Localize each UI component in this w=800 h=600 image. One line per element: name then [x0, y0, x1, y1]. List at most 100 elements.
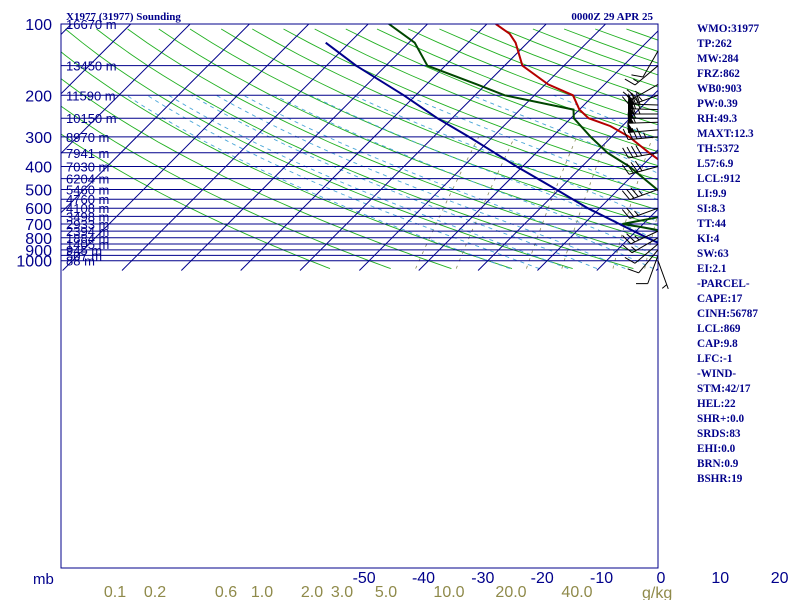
isotherm [180, 24, 429, 271]
pressure-tick-label: 900 [25, 243, 52, 260]
height-label: 945 m [66, 243, 102, 258]
wind-barb-flag [621, 96, 631, 106]
wind-barb-staff [631, 83, 659, 100]
height-label: 1405 m [66, 237, 109, 252]
pressure-tick-label: 700 [25, 217, 52, 234]
wind-barb-flag [624, 78, 636, 86]
moist-adiabat [243, 94, 654, 270]
wind-barb [657, 260, 669, 290]
mixing-ratio-label: 3.0 [331, 584, 353, 600]
wind-barb-staff [647, 255, 659, 284]
stability-index: TP:262 [697, 38, 732, 50]
height-label: 11590 m [66, 88, 116, 103]
wind-barb-flag [626, 188, 635, 199]
moist-adiabat [406, 94, 658, 201]
wind-barb-staff [631, 237, 659, 254]
isotherm [240, 24, 488, 271]
wind-barb-pennant [627, 121, 635, 133]
stability-index: -PARCEL- [697, 278, 750, 290]
wind-barb [622, 230, 659, 245]
wind-barb-staff [628, 129, 659, 133]
wind-barb-flag [622, 147, 629, 159]
stability-index: LI:9.9 [697, 188, 727, 200]
height-label: 6204 m [66, 172, 109, 187]
wind-barb-half-flag [643, 132, 647, 139]
stability-index: PW:0.39 [697, 98, 738, 110]
wind-barb-half-flag [638, 96, 643, 102]
dry-adiabat [189, 28, 658, 227]
wind-barb [631, 50, 659, 78]
wind-barb-staff [629, 207, 659, 219]
wind-barb-half-flag [633, 78, 639, 83]
mixing-ratio-line [455, 136, 516, 269]
dry-adiabat [314, 28, 658, 167]
wind-barb-half-flag [635, 90, 641, 96]
wind-barb [636, 255, 659, 285]
stability-index: LCL:869 [697, 323, 741, 335]
stability-index: EI:2.1 [697, 263, 727, 275]
stability-index: EHI:0.0 [697, 443, 736, 455]
wind-barb-staff [628, 152, 659, 159]
temperature-tick-label: -40 [412, 570, 435, 587]
stability-index: KI:4 [697, 233, 720, 245]
moist-adiabat [215, 94, 626, 270]
wind-barb [627, 249, 659, 274]
pressure-tick-label: 300 [25, 130, 52, 147]
temperature-tick-label: -10 [590, 570, 613, 587]
pressure-tick-label: 200 [25, 88, 52, 105]
wind-barb-flag [635, 97, 641, 110]
dry-adiabat [65, 28, 573, 270]
isotherm [359, 24, 607, 271]
moist-adiabat [191, 94, 598, 270]
dry-adiabat [61, 51, 513, 270]
mixing-ratio-line [644, 211, 658, 269]
wind-barb [622, 127, 659, 141]
height-label: 3498 m [66, 209, 109, 224]
pressure-tick-label: 1000 [16, 254, 52, 271]
wind-barb-staff [628, 166, 659, 175]
temperature-tick-label: 10 [711, 570, 729, 587]
temperature-tick-label: -50 [353, 570, 376, 587]
wind-barb-flag [626, 146, 634, 158]
stability-index: SRDS:83 [697, 428, 741, 440]
height-label: 10150 m [66, 111, 117, 126]
pressure-tick-label: 600 [25, 201, 52, 218]
wind-barb-flag [626, 163, 634, 174]
mixing-ratio-line [612, 136, 653, 269]
dry-adiabat [158, 28, 658, 243]
stability-index: STM:42/17 [697, 383, 751, 395]
isobars [61, 23, 658, 262]
stability-index: CAPE:17 [697, 293, 743, 305]
background-grid [61, 28, 658, 270]
wind-barb-staff [629, 94, 659, 106]
dry-adiabat [61, 105, 391, 270]
isotherm [477, 89, 658, 271]
wind-barb-half-flag [638, 190, 643, 196]
stability-index: BRN:0.9 [697, 458, 739, 470]
isotherms [61, 24, 658, 271]
stability-index: TT:44 [697, 218, 727, 230]
dry-adiabat [96, 28, 634, 270]
wind-barb-flag [635, 93, 641, 105]
mixing-ratio-label: 5.0 [375, 584, 397, 600]
isotherm [537, 149, 658, 271]
moist-adiabat [353, 94, 658, 223]
wind-barb-flag [622, 235, 632, 245]
wind-barb-flag [626, 207, 635, 218]
dry-adiabat [283, 28, 658, 181]
dry-adiabat [376, 28, 658, 139]
height-label: 1884 m [66, 231, 109, 246]
stability-indices-panel: WMO:31977 TP:262 MW:284 FRZ:862 WB0:903 PW:0.… [697, 22, 800, 487]
moist-adiabat [146, 94, 540, 270]
stability-index: WB0:903 [697, 83, 742, 95]
temperature-tick-label: 20 [771, 570, 789, 587]
stability-index: MW:284 [697, 53, 739, 65]
wind-barb-flag [635, 145, 643, 156]
wind-barb [624, 243, 659, 264]
height-label: 4108 m [66, 201, 109, 216]
parcel-trace [325, 41, 658, 244]
stability-index: LCL:912 [697, 173, 741, 185]
